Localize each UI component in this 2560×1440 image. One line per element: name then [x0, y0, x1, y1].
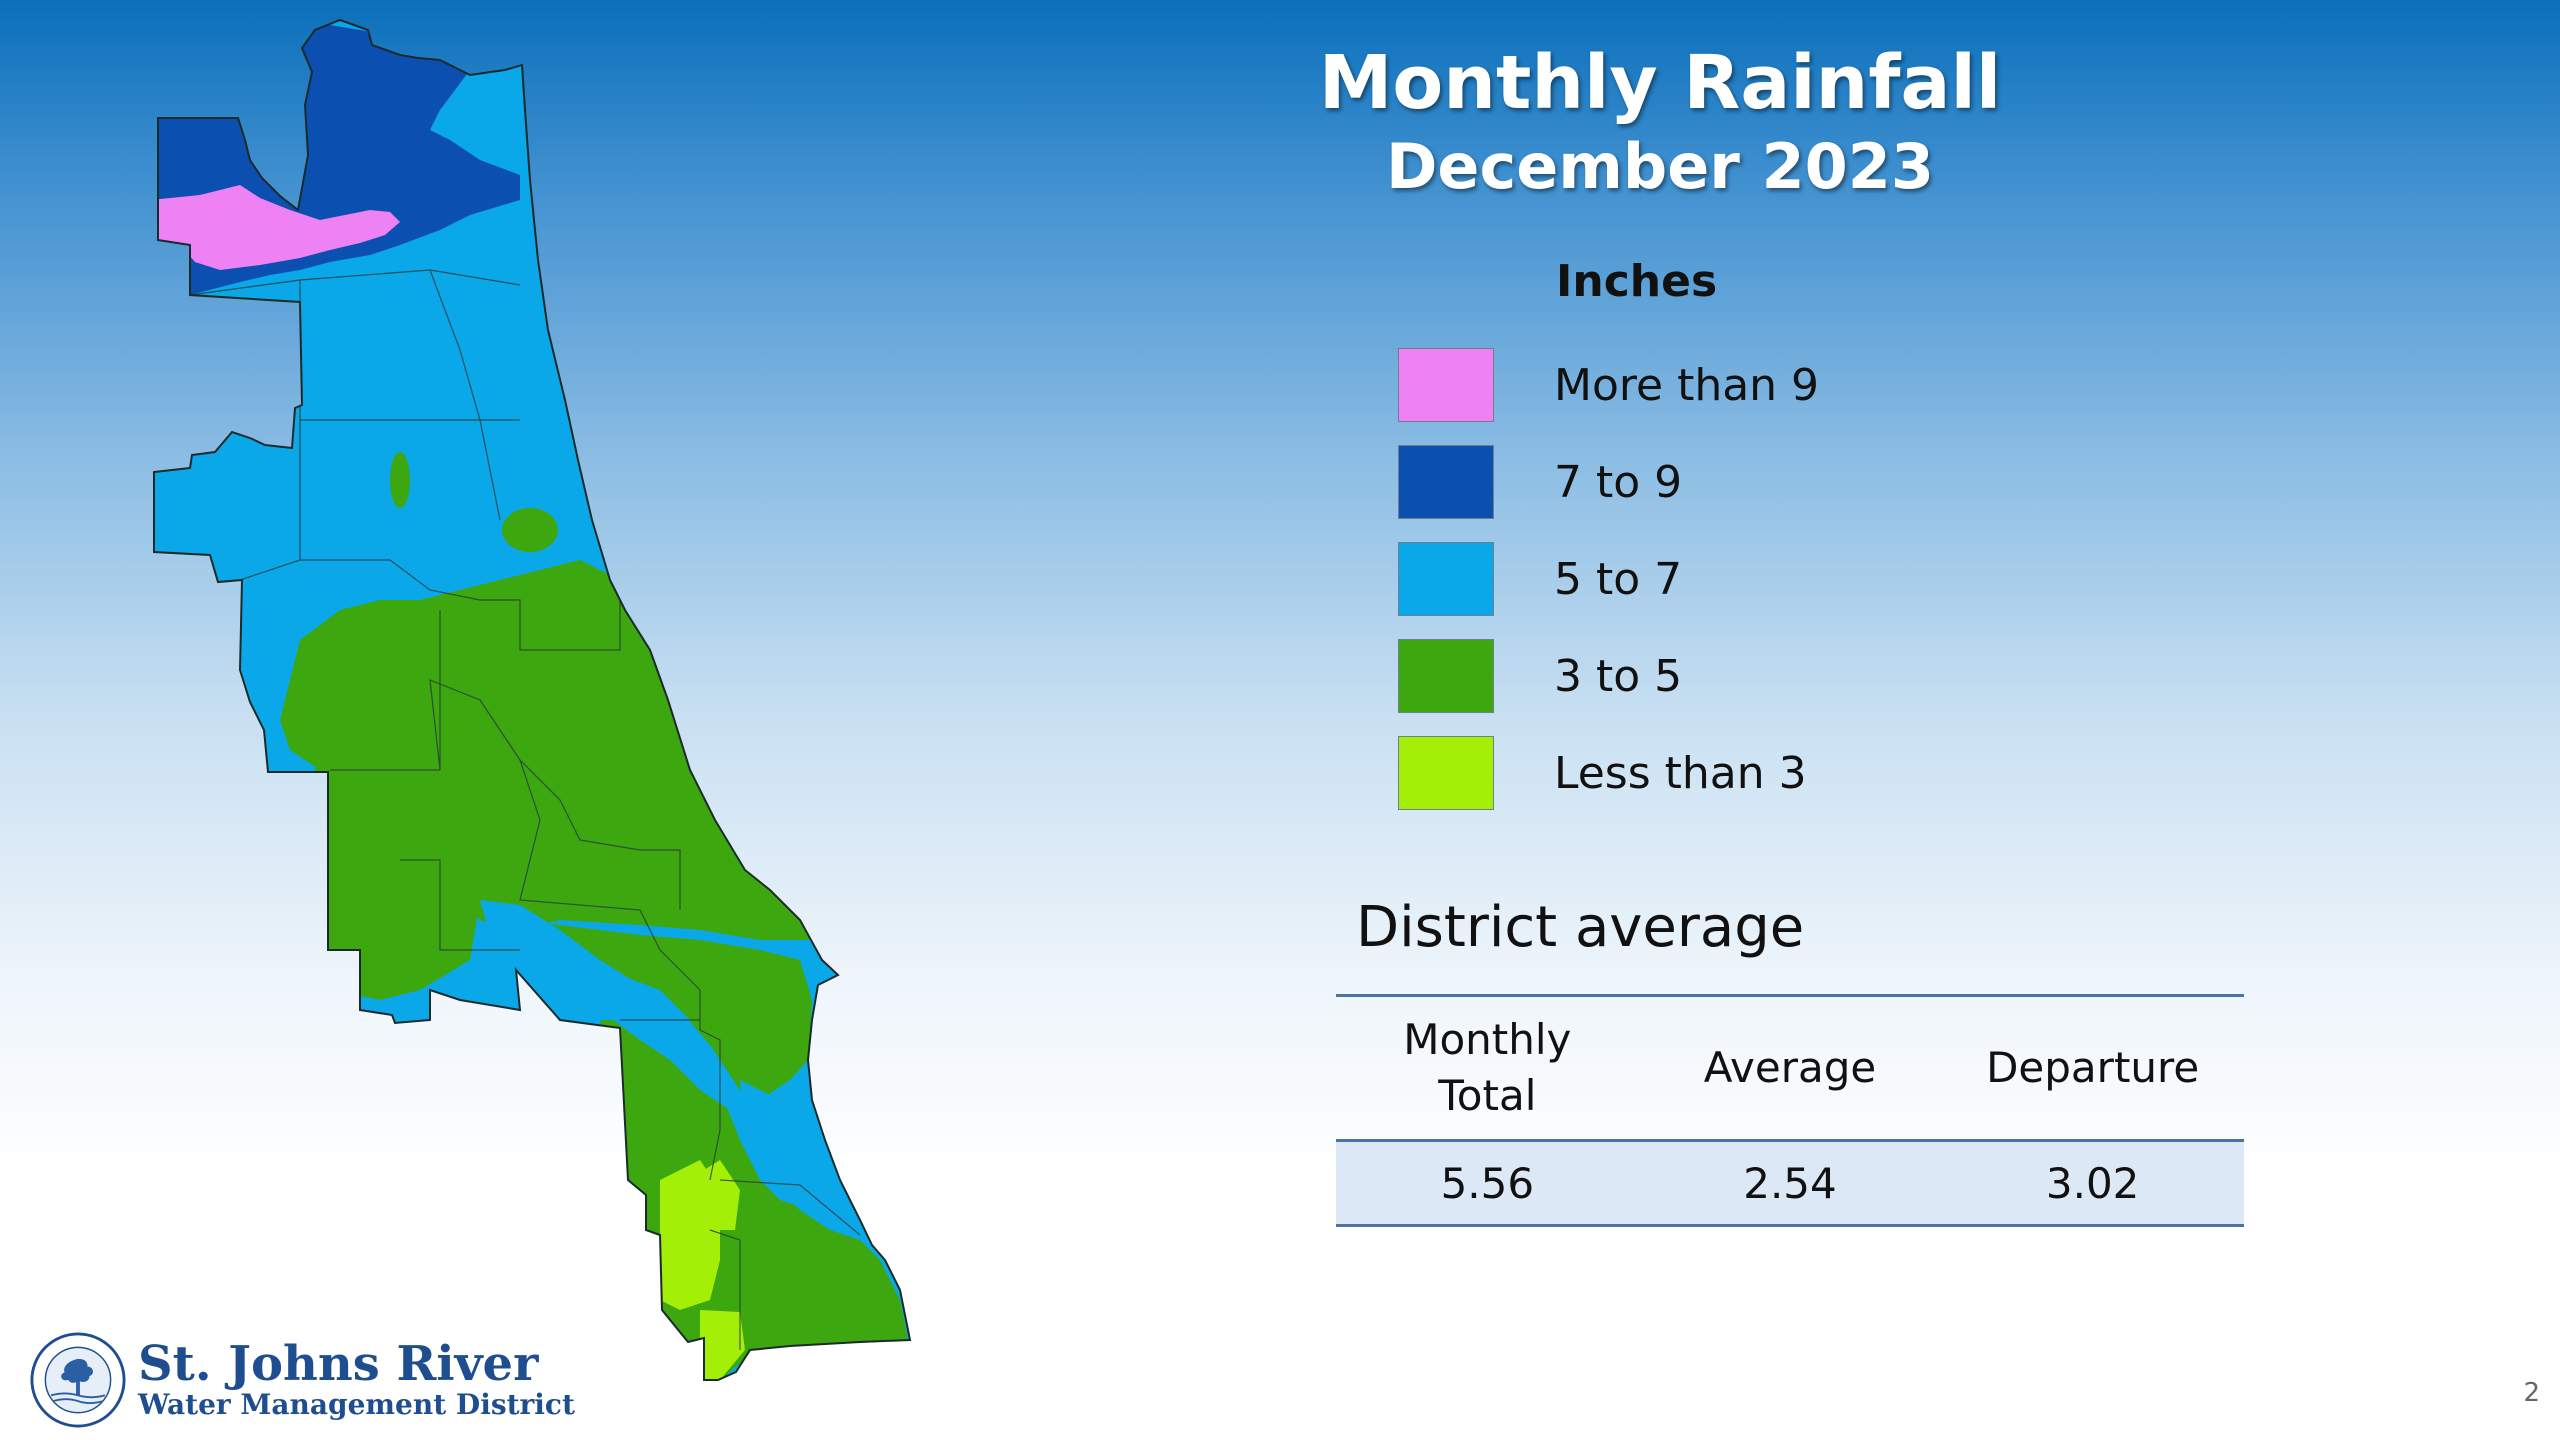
district-logo: St. Johns River Water Management Distric… [30, 1330, 575, 1430]
map-zone-3-to-5-patch [502, 508, 558, 552]
legend-item-more-than-9: More than 9 [1398, 347, 1819, 423]
legend-label: 7 to 9 [1554, 456, 1683, 508]
rainfall-map [0, 0, 1000, 1440]
table-row: 5.56 2.54 3.02 [1336, 1140, 2244, 1227]
legend-swatch [1398, 639, 1494, 713]
map-zone-3-to-5-patch [390, 452, 410, 508]
map-zone-3-to-5-mid [500, 920, 812, 1100]
slide-title: Monthly Rainfall [1318, 40, 2002, 126]
map-zone-5-to-7-ne [470, 70, 525, 150]
legend-swatch [1398, 736, 1494, 810]
table-header-row: Monthly Total Average Departure [1336, 994, 2244, 1142]
cell-average: 2.54 [1638, 1140, 1942, 1227]
cell-monthly-total: 5.56 [1336, 1140, 1639, 1227]
legend-swatch [1398, 542, 1494, 616]
header-label: Monthly Total [1403, 1015, 1572, 1120]
logo-name-line1: St. Johns River [138, 1336, 539, 1392]
page-number: 2 [2523, 1378, 2540, 1408]
legend-label: Less than 3 [1554, 747, 1807, 799]
legend-label: 3 to 5 [1554, 650, 1683, 702]
legend-label: 5 to 7 [1554, 553, 1683, 605]
legend-swatch [1398, 348, 1494, 422]
table-header-monthly-total: Monthly Total [1336, 994, 1639, 1142]
header-label: Departure [1986, 1043, 2200, 1092]
table-header-average: Average [1638, 994, 1942, 1142]
legend-item-less-than-3: Less than 3 [1398, 735, 1807, 811]
district-seal-icon [30, 1332, 126, 1428]
map-zone-less-than-3 [688, 1160, 740, 1230]
legend-item-3-to-5: 3 to 5 [1398, 638, 1682, 714]
map-zone-more-than-9 [154, 185, 400, 270]
map-zone-5-to-7-coast [740, 1080, 860, 1230]
map-zone-less-than-3 [700, 1310, 745, 1380]
legend-item-5-to-7: 5 to 7 [1398, 541, 1682, 617]
district-average-table: Monthly Total Average Departure 5.56 2.5… [1336, 994, 2244, 1227]
district-average-title: District average [1356, 895, 1805, 960]
header-label: Average [1703, 1043, 1877, 1092]
slide-subtitle: December 2023 [1385, 130, 1935, 203]
logo-name-line2: Water Management District [138, 1388, 575, 1421]
map-zone-5-to-7-river [480, 900, 740, 1110]
legend-label: More than 9 [1554, 359, 1820, 411]
table-header-departure: Departure [1941, 994, 2244, 1142]
legend-swatch [1398, 445, 1494, 519]
map-zone-3-to-5-west [300, 760, 480, 1000]
cell-departure: 3.02 [1941, 1140, 2244, 1227]
legend-title: Inches [1556, 256, 1718, 307]
legend-item-7-to-9: 7 to 9 [1398, 444, 1682, 520]
